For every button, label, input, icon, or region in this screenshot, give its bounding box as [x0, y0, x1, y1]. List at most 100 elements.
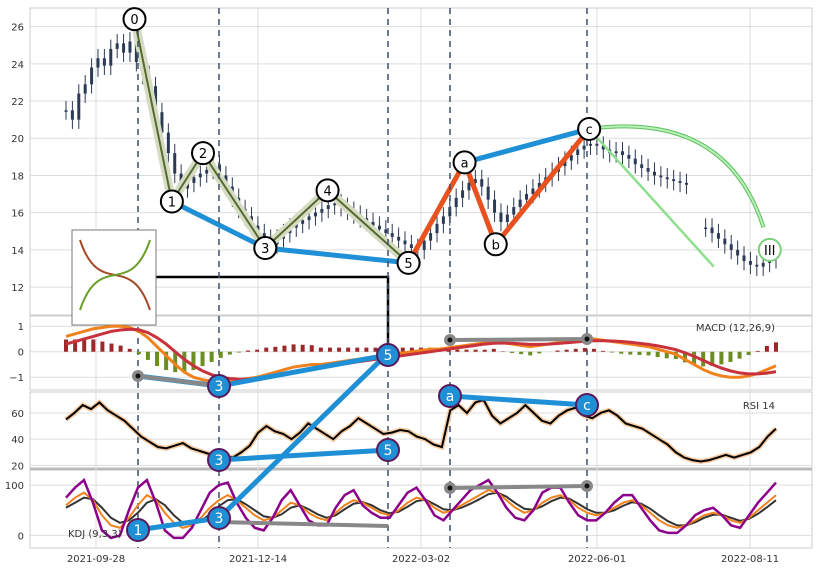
wave-label-circle — [159, 189, 184, 214]
wave-label-circle — [315, 178, 340, 203]
candle-body — [710, 227, 714, 234]
candle-body — [218, 164, 222, 176]
candle-body — [160, 112, 164, 133]
macd-histogram-bar — [100, 341, 105, 352]
macd-histogram-bar — [209, 351, 214, 362]
wave-label-circle — [253, 236, 278, 261]
wave-label-circle — [396, 250, 421, 275]
candle-body — [333, 203, 337, 206]
indicator-marker — [207, 448, 231, 472]
indicator-marker-label: 5 — [384, 443, 393, 459]
pattern-inset — [71, 229, 157, 326]
candle-body — [77, 93, 81, 120]
macd-histogram-bar — [619, 351, 624, 354]
macd-histogram-bar — [664, 351, 669, 359]
candle-body — [467, 182, 471, 191]
divergence-dot-center — [135, 373, 141, 379]
candle-body — [109, 48, 113, 66]
divergence-dot-center — [447, 337, 453, 343]
macd-histogram-bar — [528, 351, 533, 356]
wave-label: 2 — [199, 147, 207, 162]
candle-body — [192, 177, 196, 183]
indicator-marker-label: 3 — [215, 453, 224, 469]
macd-histogram-bar — [264, 347, 269, 352]
candle-body — [397, 236, 401, 241]
macd-histogram-bar — [373, 347, 378, 352]
macd-histogram-bar — [409, 347, 414, 352]
macd-histogram-bar — [610, 351, 615, 353]
macd-histogram-bar — [682, 351, 687, 363]
candle-body — [659, 175, 663, 178]
indicator-marker-label: 3 — [215, 511, 224, 527]
indicator-marker — [126, 518, 150, 542]
candle-body — [154, 86, 158, 113]
candle-body — [128, 41, 132, 53]
candle-body — [518, 199, 522, 208]
wave-label-circle — [452, 150, 477, 175]
rsi-tick-label: 20 — [11, 461, 24, 472]
indicator-marker — [376, 438, 400, 462]
macd-tick-label: 1 — [18, 322, 24, 333]
candle-body — [678, 181, 682, 183]
macd-histogram-bar — [537, 351, 542, 354]
macd-histogram-bar — [728, 351, 733, 362]
candle-body — [486, 186, 490, 200]
macd-histogram-bar — [145, 351, 150, 360]
macd-tick-label: 0 — [18, 348, 24, 359]
macd-histogram-bar — [227, 351, 232, 355]
candle-body — [134, 41, 138, 62]
wave-label: 1 — [168, 196, 176, 211]
rsi-tick-label: 40 — [11, 435, 24, 446]
candle-body — [646, 168, 650, 172]
price-tick-label: 18 — [11, 171, 24, 182]
macd-histogram-bar — [327, 347, 332, 352]
kdj-j-line — [65, 477, 777, 540]
candle-body — [83, 84, 87, 94]
x-tick-label: 2022-03-02 — [392, 554, 450, 565]
candle-body — [589, 143, 593, 146]
corrective-wave-line — [406, 127, 592, 265]
candle-body — [569, 154, 573, 161]
candle-body — [761, 262, 765, 267]
candle-body — [422, 240, 426, 250]
candle-body — [582, 145, 586, 150]
macd-label: MACD (12,26,9) — [696, 323, 775, 334]
candle-body — [736, 249, 740, 256]
macd-histogram-bar — [510, 351, 515, 353]
macd-histogram-bar — [737, 351, 742, 359]
indicator-marker — [376, 343, 400, 367]
indicator-marker-label: c — [583, 398, 591, 414]
macd-histogram-bar — [337, 347, 342, 352]
candle-body — [262, 233, 266, 239]
macd-histogram-bar — [182, 351, 187, 373]
price-tick-label: 12 — [11, 283, 24, 294]
macd-histogram-bar — [710, 351, 715, 367]
candle-body — [505, 214, 509, 222]
macd-histogram-bar — [173, 351, 178, 373]
candle-body — [704, 227, 708, 230]
macd-histogram-bar — [564, 349, 569, 352]
candle-body — [64, 110, 68, 112]
macd-histogram-bar — [309, 345, 314, 352]
macd-histogram-bar — [774, 342, 778, 352]
macd-histogram-bar — [400, 347, 405, 352]
wave-label: 4 — [323, 184, 331, 199]
macd-histogram-bar — [601, 350, 606, 352]
macd-histogram-bar — [200, 351, 205, 367]
divergence-dot-center — [584, 336, 590, 342]
rsi-tick-label: 60 — [11, 409, 24, 420]
indicator-marker-label: 3 — [215, 379, 224, 395]
macd-tick-label: −1 — [9, 373, 24, 384]
candle-body — [186, 182, 190, 189]
candle-body — [652, 171, 656, 176]
macd-histogram-bar — [555, 350, 560, 352]
candle-body — [614, 151, 618, 154]
candle-body — [633, 158, 637, 165]
candle-body — [371, 221, 375, 226]
macd-histogram-bar — [582, 348, 587, 352]
macd-histogram-bar — [82, 339, 87, 352]
candle-body — [601, 145, 605, 150]
candle-body — [377, 225, 381, 230]
candle-body — [122, 43, 126, 53]
inset-curve — [79, 239, 151, 311]
